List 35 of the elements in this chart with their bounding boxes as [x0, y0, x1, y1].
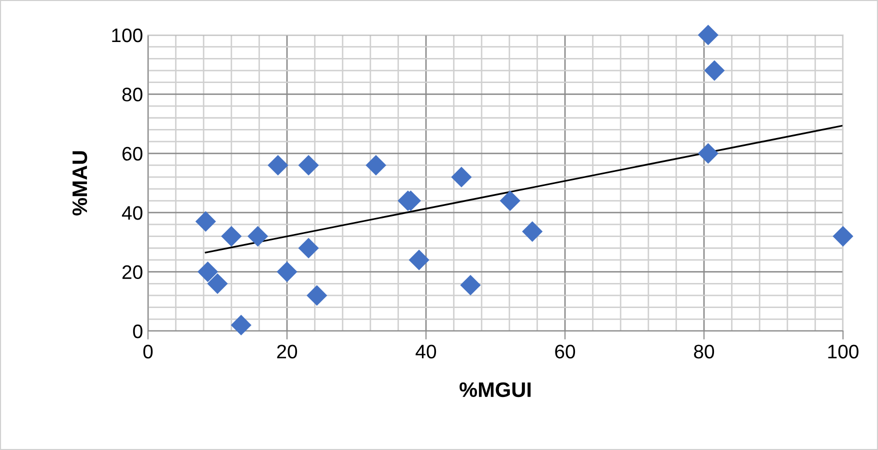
x-tick-label: 80	[694, 344, 714, 358]
y-axis-title: %MAU	[72, 151, 88, 216]
y-tick-label: 100	[112, 28, 142, 42]
x-tick-label: 40	[416, 344, 436, 358]
point	[207, 273, 228, 294]
y-tick-label: 60	[122, 146, 142, 161]
y-tick-label: 0	[133, 324, 142, 338]
x-tick-label: 0	[143, 344, 153, 358]
point	[698, 24, 718, 46]
point	[248, 226, 268, 247]
point	[298, 238, 319, 258]
point	[230, 314, 252, 336]
x-tick-label: 60	[555, 344, 576, 358]
y-tick-label: 20	[122, 265, 142, 280]
y-tick-label: 80	[122, 88, 142, 102]
y-tick-label: 40	[122, 206, 142, 220]
point	[221, 226, 242, 247]
x-tick-label: 100	[828, 344, 858, 358]
point	[197, 262, 218, 282]
point	[522, 221, 543, 242]
point	[500, 190, 520, 212]
point	[704, 60, 725, 81]
x-tick-label: 20	[277, 344, 298, 358]
point	[408, 250, 430, 270]
point	[268, 154, 288, 176]
point	[698, 143, 718, 164]
point	[460, 274, 481, 296]
x-axis-title: %MGUI	[460, 382, 531, 398]
point	[195, 211, 216, 232]
point	[298, 154, 319, 176]
point	[306, 285, 328, 306]
point	[366, 154, 386, 176]
point	[451, 166, 472, 188]
point	[276, 262, 298, 282]
point	[832, 226, 854, 247]
